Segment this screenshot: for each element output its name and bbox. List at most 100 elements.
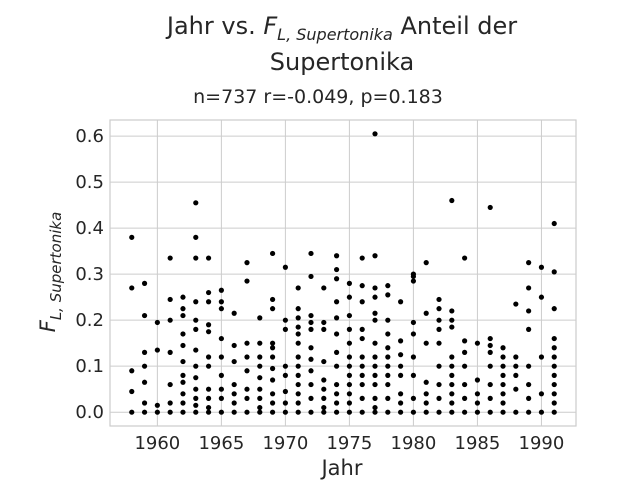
data-point [385,317,391,323]
data-point [295,315,301,321]
y-tick-labels: 0.0 0.1 0.2 0.3 0.4 0.5 0.6 [75,126,104,423]
data-point [449,391,455,397]
data-point [218,409,224,415]
data-points [129,131,557,415]
data-point [218,287,224,293]
data-point [526,326,532,332]
x-tick-label: 1990 [519,433,565,454]
data-point [269,250,276,257]
data-point [346,354,353,360]
data-point [295,285,301,291]
data-point [333,276,340,282]
data-point [269,306,276,312]
data-point [462,409,468,415]
data-point [244,409,250,415]
data-point [551,354,557,360]
data-point [244,260,250,266]
y-axis-label: FL, Supertonika [36,212,65,333]
data-point [295,331,301,337]
data-point [346,326,353,332]
data-point [282,363,288,369]
data-point [385,381,391,388]
data-point [333,331,340,337]
data-point [295,400,301,406]
data-point [205,395,212,401]
data-point [308,273,314,280]
data-point [436,340,442,346]
data-point [487,395,493,401]
data-point [372,285,378,291]
y-tick-label: 0.2 [75,310,104,331]
data-point [244,395,250,401]
data-point [333,409,340,415]
data-point [167,400,173,406]
data-point [205,363,212,369]
data-point [308,312,314,319]
data-point [346,294,353,300]
data-point [321,395,327,401]
data-point [244,386,250,392]
data-point [333,299,340,305]
data-point [449,372,455,378]
data-point [359,299,365,305]
data-point [218,335,224,342]
data-point [385,283,391,289]
data-point [257,404,263,411]
data-point [257,395,263,401]
data-point [372,363,378,369]
data-point [359,381,365,388]
data-point [231,409,237,415]
data-point [372,253,378,259]
data-point [359,283,365,289]
data-point [193,375,199,381]
data-point [295,409,301,415]
data-point [218,354,224,360]
data-point [449,308,455,314]
data-point [333,349,340,355]
data-point [167,381,173,388]
data-point [333,400,340,406]
data-point [205,329,212,335]
data-point [282,372,288,378]
data-point [423,400,429,406]
data-point [372,381,378,388]
data-point [218,386,224,392]
data-point [308,409,314,415]
data-point [372,404,378,411]
data-point [295,391,301,397]
data-point [398,338,404,344]
data-point [526,381,532,388]
data-point [346,409,353,415]
data-point [257,375,263,381]
data-point [551,345,557,351]
data-point [308,368,314,374]
data-point [129,285,135,291]
x-tick-label: 1985 [455,433,501,454]
data-point [346,340,353,346]
data-point [398,352,404,358]
data-point [193,386,199,392]
data-point [141,379,148,385]
x-axis-label: Jahr [319,456,362,480]
data-point [385,395,391,401]
data-point [321,409,327,415]
data-point [538,354,545,360]
data-point [321,377,327,383]
data-point [538,391,545,397]
data-point [500,354,506,360]
data-point [551,269,557,275]
data-point [372,340,378,346]
data-point [231,400,237,406]
data-point [359,335,365,342]
data-point [513,386,519,392]
data-point [193,234,199,240]
data-point [154,347,160,353]
data-point [180,358,186,365]
data-point [321,319,327,326]
data-point [398,372,404,378]
data-point [513,409,519,415]
data-point [244,368,250,374]
data-point [462,349,468,355]
x-tick-label: 1970 [262,433,308,454]
data-point [295,372,301,378]
